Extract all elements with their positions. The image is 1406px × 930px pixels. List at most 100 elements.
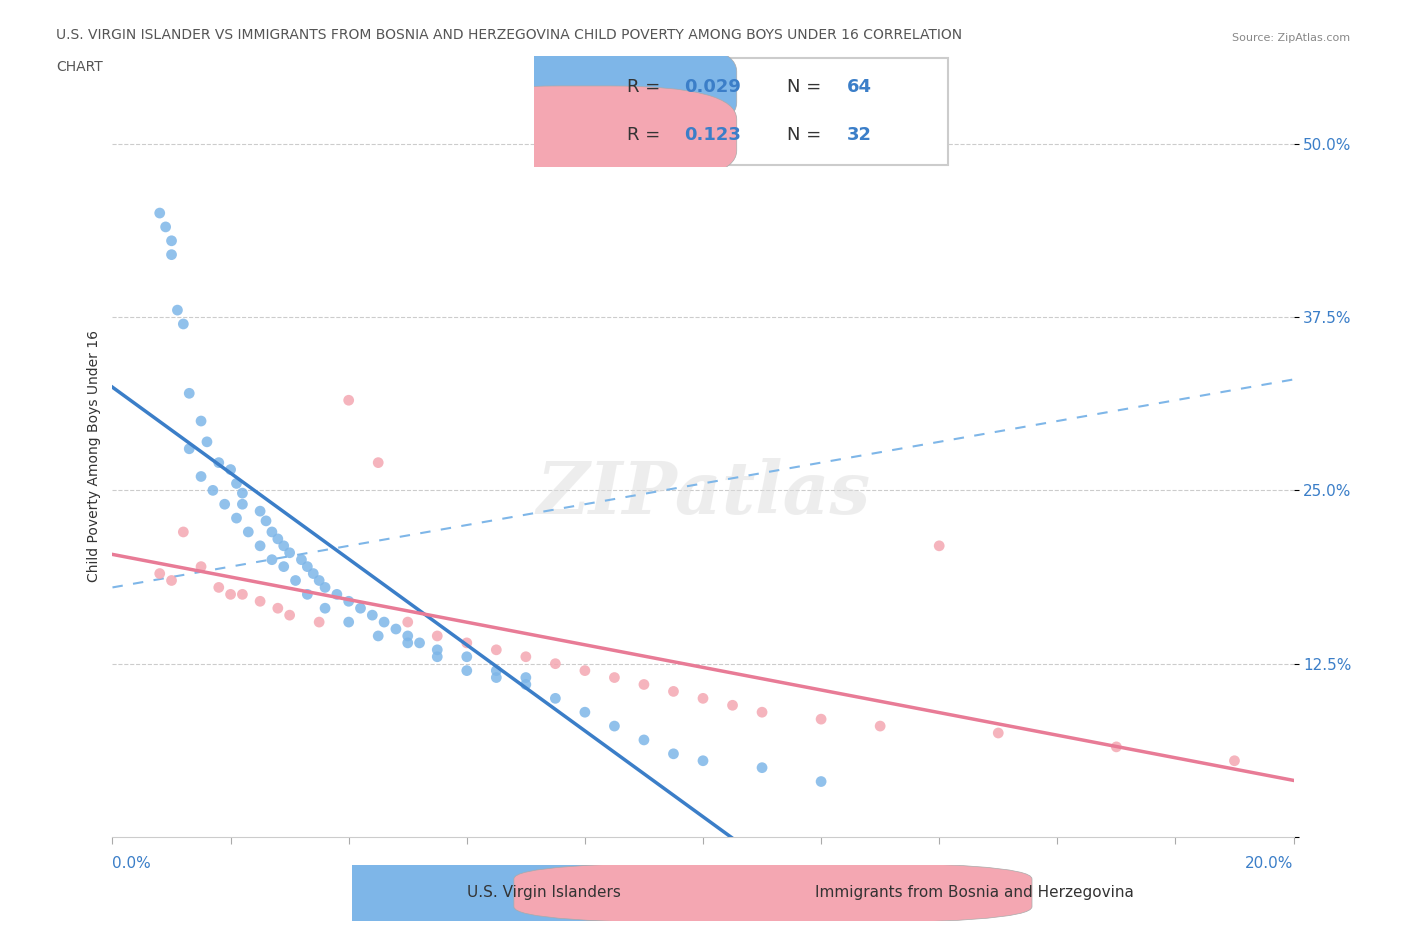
Point: [426, 649, 449, 664]
Point: [160, 247, 183, 262]
Point: [249, 504, 271, 519]
Point: [692, 691, 714, 706]
Point: [290, 552, 312, 567]
Point: [574, 705, 596, 720]
Point: [219, 462, 242, 477]
Point: [1223, 753, 1246, 768]
Point: [225, 476, 247, 491]
Text: CHART: CHART: [56, 60, 103, 74]
Point: [260, 525, 283, 539]
Point: [515, 649, 537, 664]
Text: U.S. Virgin Islanders: U.S. Virgin Islanders: [467, 885, 621, 900]
Point: [208, 580, 231, 595]
Text: R =: R =: [627, 78, 666, 96]
Point: [231, 485, 253, 500]
Point: [273, 538, 295, 553]
Y-axis label: Child Poverty Among Boys Under 16: Child Poverty Among Boys Under 16: [87, 330, 101, 581]
Point: [373, 615, 395, 630]
Point: [349, 601, 371, 616]
Text: 64: 64: [846, 78, 872, 96]
Point: [160, 233, 183, 248]
Point: [751, 760, 773, 775]
FancyBboxPatch shape: [543, 58, 948, 166]
Text: 0.029: 0.029: [685, 78, 741, 96]
Point: [179, 442, 201, 457]
FancyBboxPatch shape: [166, 862, 685, 923]
Point: [385, 621, 408, 636]
Text: 0.123: 0.123: [685, 126, 741, 144]
Point: [485, 643, 508, 658]
Text: Immigrants from Bosnia and Herzegovina: Immigrants from Bosnia and Herzegovina: [815, 885, 1135, 900]
Text: ZIPatlas: ZIPatlas: [536, 458, 870, 529]
Point: [308, 573, 330, 588]
Point: [314, 601, 336, 616]
Point: [662, 684, 685, 698]
Point: [408, 635, 430, 650]
Point: [603, 671, 626, 685]
Point: [254, 513, 277, 528]
Point: [361, 607, 384, 622]
FancyBboxPatch shape: [433, 86, 737, 184]
Text: Source: ZipAtlas.com: Source: ZipAtlas.com: [1232, 33, 1350, 43]
Point: [367, 629, 389, 644]
Text: N =: N =: [787, 126, 827, 144]
Point: [149, 206, 172, 220]
Point: [456, 635, 478, 650]
Point: [155, 219, 177, 234]
Point: [273, 559, 295, 574]
Point: [544, 657, 567, 671]
Point: [396, 635, 419, 650]
Point: [810, 774, 832, 789]
Point: [603, 719, 626, 734]
Point: [267, 531, 290, 546]
Point: [987, 725, 1010, 740]
FancyBboxPatch shape: [515, 862, 1032, 923]
Point: [190, 469, 212, 484]
Point: [633, 677, 655, 692]
Point: [166, 302, 188, 317]
Text: 20.0%: 20.0%: [1246, 856, 1294, 870]
Point: [426, 629, 449, 644]
Point: [208, 455, 231, 470]
Text: R =: R =: [627, 126, 666, 144]
Text: U.S. VIRGIN ISLANDER VS IMMIGRANTS FROM BOSNIA AND HERZEGOVINA CHILD POVERTY AMO: U.S. VIRGIN ISLANDER VS IMMIGRANTS FROM …: [56, 28, 962, 42]
Point: [267, 601, 290, 616]
Point: [869, 719, 891, 734]
Point: [456, 649, 478, 664]
Point: [721, 698, 744, 712]
Point: [231, 587, 253, 602]
Point: [337, 594, 360, 609]
FancyBboxPatch shape: [433, 38, 737, 136]
Point: [284, 573, 307, 588]
Point: [396, 615, 419, 630]
Point: [190, 559, 212, 574]
Point: [190, 414, 212, 429]
Point: [515, 671, 537, 685]
Point: [201, 483, 224, 498]
Text: N =: N =: [787, 78, 827, 96]
Point: [314, 580, 336, 595]
Point: [149, 566, 172, 581]
Point: [160, 573, 183, 588]
Point: [297, 559, 319, 574]
Point: [485, 663, 508, 678]
Point: [367, 455, 389, 470]
Point: [337, 392, 360, 407]
Point: [574, 663, 596, 678]
Point: [515, 677, 537, 692]
Point: [278, 545, 301, 560]
Point: [1105, 739, 1128, 754]
Point: [810, 711, 832, 726]
Point: [396, 629, 419, 644]
Point: [214, 497, 236, 512]
Point: [692, 753, 714, 768]
Point: [456, 663, 478, 678]
Point: [249, 538, 271, 553]
Point: [302, 566, 325, 581]
Point: [297, 587, 319, 602]
Point: [278, 607, 301, 622]
Point: [308, 615, 330, 630]
Point: [249, 594, 271, 609]
Point: [219, 587, 242, 602]
Point: [662, 747, 685, 762]
